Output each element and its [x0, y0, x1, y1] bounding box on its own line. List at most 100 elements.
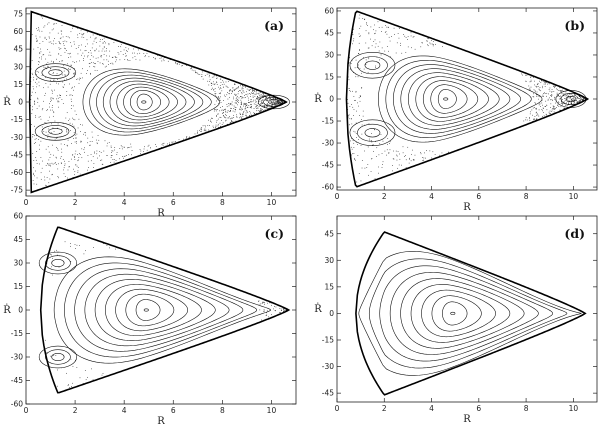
y-axis-label: Ṙ: [314, 303, 322, 315]
axes-frame: [336, 215, 598, 403]
y-tick-label: -30: [11, 353, 23, 362]
x-tick-label: 4: [429, 404, 434, 413]
y-tick-label: 0: [18, 98, 23, 107]
y-tick-label: -30: [322, 362, 334, 371]
y-tick-label: 45: [13, 235, 23, 244]
x-tick-label: 2: [73, 198, 78, 207]
chaotic-sea: [29, 16, 287, 192]
y-tick-label: -45: [11, 150, 23, 159]
plot-area: [355, 231, 587, 396]
x-axis-label: R: [157, 416, 165, 427]
y-tick-label: -15: [11, 115, 23, 124]
panel-label: (c): [265, 226, 284, 241]
y-tick-label: 75: [13, 9, 23, 18]
y-tick-label: -45: [11, 376, 23, 385]
x-tick-label: 10: [267, 198, 277, 207]
panel-label: (a): [264, 18, 284, 33]
y-tick-label: -15: [322, 336, 334, 345]
x-tick-label: 6: [476, 192, 481, 201]
x-tick-label: 0: [335, 192, 340, 201]
energy-boundary: [355, 231, 587, 396]
y-tick-label: -15: [11, 329, 23, 338]
x-axis-label: R: [157, 208, 165, 219]
regular-orbits: [358, 251, 582, 376]
x-tick-label: 4: [429, 192, 434, 201]
x-axis-label: R: [463, 202, 471, 213]
y-tick-label: -45: [322, 161, 334, 170]
plot-area: [28, 10, 290, 194]
y-tick-label: -60: [11, 168, 23, 177]
x-tick-label: 10: [569, 192, 579, 201]
y-tick-label: -60: [11, 400, 23, 409]
y-tick-label: -45: [322, 389, 334, 398]
x-tick-label: 8: [220, 198, 225, 207]
y-tick-label: 60: [13, 27, 23, 36]
energy-boundary: [39, 226, 291, 394]
island-chain: [38, 345, 77, 369]
y-tick-label: 30: [324, 51, 334, 60]
y-tick-label: 15: [13, 80, 23, 89]
x-tick-label: 6: [476, 404, 481, 413]
axes-frame: [25, 215, 297, 405]
x-tick-label: 2: [73, 406, 78, 415]
x-tick-label: 8: [524, 192, 529, 201]
x-tick-label: 8: [524, 404, 529, 413]
x-tick-label: 10: [267, 406, 277, 415]
elliptic-point: [141, 100, 147, 104]
energy-boundary: [345, 10, 590, 188]
y-tick-label: 60: [324, 7, 334, 16]
y-tick-label: 0: [329, 309, 334, 318]
panel-a: 0 2 4 6 8 10 75 60 45 30 15 0 -15 -30 -45 -60 -75 R Ṙ (a): [3, 7, 297, 219]
chaotic-sea: [44, 236, 289, 388]
x-tick-label: 0: [335, 404, 340, 413]
plot-area: [345, 10, 590, 188]
plot-area: [38, 226, 291, 394]
island-chain: [38, 251, 77, 275]
y-tick-label: 0: [18, 306, 23, 315]
y-tick-label: -30: [11, 133, 23, 142]
y-tick-label: -75: [11, 186, 23, 195]
panel-label: (b): [564, 18, 585, 33]
y-tick-label: 15: [324, 282, 334, 291]
regular-orbits: [53, 256, 271, 364]
y-tick-label: -60: [322, 183, 334, 192]
x-tick-label: 6: [171, 406, 176, 415]
x-tick-label: 0: [24, 406, 29, 415]
y-tick-label: 45: [324, 229, 334, 238]
island-chain: [257, 94, 290, 110]
energy-boundary: [28, 10, 288, 194]
regular-orbits: [378, 55, 543, 143]
panel-label: (d): [564, 226, 585, 241]
x-tick-label: 0: [24, 198, 29, 207]
island-chain: [34, 63, 77, 82]
y-axis-label: Ṙ: [3, 96, 11, 108]
x-tick-label: 2: [382, 404, 387, 413]
y-axis-label: Ṙ: [314, 93, 322, 105]
island-chain: [349, 119, 396, 146]
x-tick-label: 2: [382, 192, 387, 201]
y-tick-label: 30: [324, 256, 334, 265]
x-tick-label: 8: [220, 406, 225, 415]
x-tick-label: 4: [122, 406, 127, 415]
elliptic-point: [450, 311, 456, 315]
y-tick-label: 30: [13, 62, 23, 71]
panel-d: 0 2 4 6 8 10 45 30 15 0 -15 -30 -45 R Ṙ (d): [314, 215, 598, 425]
regular-orbits: [82, 68, 221, 136]
y-tick-label: 15: [324, 73, 334, 82]
x-tick-label: 10: [569, 404, 579, 413]
y-tick-label: -30: [322, 139, 334, 148]
x-tick-label: 4: [122, 198, 127, 207]
elliptic-point: [443, 97, 449, 101]
y-tick-label: 60: [13, 212, 23, 221]
panel-c: 0 2 4 6 8 10 60 45 30 15 0 -15 -30 -45 -60 R Ṙ (c): [3, 212, 297, 427]
y-tick-label: 30: [13, 259, 23, 268]
island-chain: [349, 52, 396, 79]
elliptic-point: [143, 308, 149, 312]
island-chain: [34, 122, 77, 141]
y-tick-label: 45: [324, 29, 334, 38]
y-tick-label: 45: [13, 45, 23, 54]
y-tick-label: -15: [322, 117, 334, 126]
x-axis-label: R: [463, 414, 471, 425]
island-chain: [555, 90, 587, 108]
